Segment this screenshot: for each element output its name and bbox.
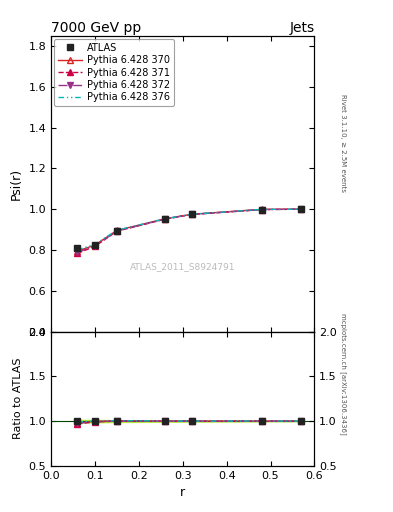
Text: Jets: Jets (289, 20, 314, 35)
Legend: ATLAS, Pythia 6.428 370, Pythia 6.428 371, Pythia 6.428 372, Pythia 6.428 376: ATLAS, Pythia 6.428 370, Pythia 6.428 37… (54, 39, 174, 106)
Y-axis label: Ratio to ATLAS: Ratio to ATLAS (13, 358, 23, 439)
Text: 7000 GeV pp: 7000 GeV pp (51, 20, 141, 35)
Text: mcplots.cern.ch [arXiv:1306.3436]: mcplots.cern.ch [arXiv:1306.3436] (340, 313, 347, 435)
Text: ATLAS_2011_S8924791: ATLAS_2011_S8924791 (130, 262, 235, 271)
Text: Rivet 3.1.10, ≥ 2.5M events: Rivet 3.1.10, ≥ 2.5M events (340, 94, 346, 193)
X-axis label: r: r (180, 486, 185, 499)
Y-axis label: Psi(r): Psi(r) (10, 167, 23, 200)
